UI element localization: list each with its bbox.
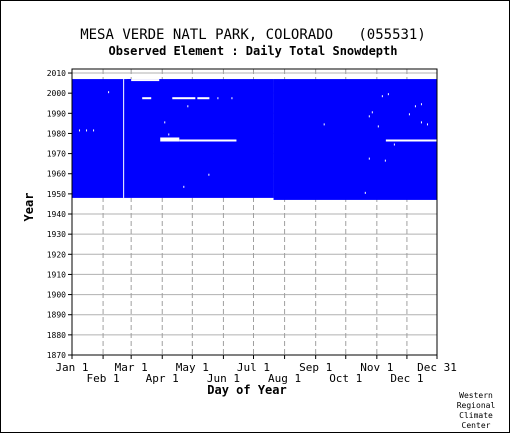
- x-tick-label: Oct 1: [329, 372, 362, 385]
- missing-data-gap: [368, 115, 370, 118]
- credit-line-4: Center: [462, 421, 491, 430]
- missing-data-gap: [160, 137, 180, 142]
- credit-text: Western Regional Climate Center: [457, 391, 496, 430]
- y-tick-label: 1920: [47, 250, 66, 259]
- missing-data-gap: [231, 97, 233, 100]
- missing-data-gap: [142, 97, 152, 100]
- plot-border: [71, 68, 438, 356]
- missing-data-gap: [108, 91, 110, 94]
- missing-data-gap: [385, 139, 437, 142]
- y-tick-label: 1980: [47, 129, 66, 138]
- y-tick-label: 1940: [47, 210, 66, 219]
- credit-line-1: Western: [459, 391, 493, 400]
- missing-data-gap: [381, 95, 383, 98]
- missing-data-gap: [384, 159, 386, 162]
- missing-data-gap: [168, 133, 170, 136]
- chart-subtitle: Observed Element : Daily Total Snowdepth: [109, 44, 398, 58]
- chart-title: MESA VERDE NATL PARK, COLORADO (055531): [80, 27, 426, 43]
- credit-line-3: Climate: [459, 411, 493, 420]
- missing-data-gap: [420, 121, 422, 124]
- missing-data-gap: [414, 105, 416, 108]
- y-tick-label: 1990: [47, 109, 66, 118]
- y-tick-label: 1970: [47, 150, 66, 159]
- missing-data-gap: [420, 103, 422, 106]
- x-axis-label: Day of Year: [207, 383, 286, 397]
- missing-data-gap: [368, 157, 370, 160]
- y-tick-label: 1950: [47, 190, 66, 199]
- y-tick-label: 1930: [47, 230, 66, 239]
- y-tick-label: 2000: [47, 89, 66, 98]
- x-tick-label: Apr 1: [146, 372, 179, 385]
- y-tick-label: 1880: [47, 331, 66, 340]
- missing-data-gap: [371, 111, 373, 114]
- x-tick-label: Jul 1: [237, 361, 270, 374]
- missing-data-gap: [387, 93, 389, 96]
- missing-data-gap: [364, 191, 366, 194]
- missing-data-gap: [408, 113, 410, 116]
- x-tick-label: Feb 1: [87, 372, 120, 385]
- x-tick-label: Dec 1: [390, 372, 423, 385]
- x-tick-label: Mar 1: [115, 361, 148, 374]
- missing-data-gap: [208, 173, 210, 176]
- y-tick-label: 2010: [47, 69, 66, 78]
- missing-data-gap: [426, 123, 428, 126]
- x-tick-label: Aug 1: [268, 372, 301, 385]
- y-axis-label: Year: [22, 193, 36, 222]
- x-tick-label: Nov 1: [360, 361, 393, 374]
- missing-data-gap: [123, 79, 125, 198]
- missing-data-gap: [217, 97, 219, 100]
- missing-data-gap: [393, 143, 395, 146]
- missing-data-gap: [131, 79, 160, 82]
- missing-data-gap: [187, 105, 189, 108]
- missing-data-gap: [197, 97, 210, 100]
- y-tick-label: 1890: [47, 311, 66, 320]
- missing-data-gap: [179, 139, 237, 142]
- x-tick-label: Sep 1: [299, 361, 332, 374]
- credit-line-2: Regional: [457, 401, 496, 410]
- missing-data-gap: [323, 123, 325, 126]
- x-tick-label: Jun 1: [207, 372, 240, 385]
- missing-data-gap: [86, 129, 88, 132]
- missing-data-gap: [172, 97, 196, 100]
- missing-data-gap: [93, 129, 95, 132]
- x-tick-label: Dec 31: [417, 361, 457, 374]
- y-tick-label: 1960: [47, 170, 66, 179]
- plot-area: 1870 1880 1890 1900 1910 1920 1930 1940 1950 1960…: [47, 68, 457, 385]
- missing-data-gap: [183, 185, 185, 188]
- x-tick-label: Jan 1: [55, 361, 88, 374]
- missing-data-gap: [164, 121, 166, 124]
- x-tick-label: May 1: [176, 361, 209, 374]
- y-tick-label: 1910: [47, 270, 66, 279]
- missing-data-gap: [377, 125, 379, 128]
- y-tick-label: 1870: [47, 351, 66, 360]
- missing-data-gap: [79, 129, 81, 132]
- y-tick-label: 1900: [47, 291, 66, 300]
